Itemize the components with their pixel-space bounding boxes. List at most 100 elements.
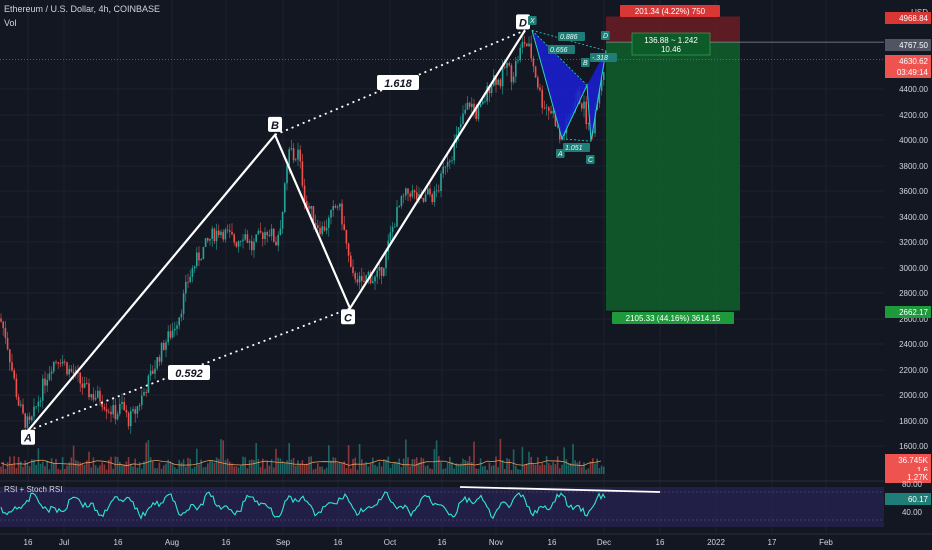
price-axis[interactable]: USD4400.004200.004000.003800.003600.0034… — [884, 0, 932, 534]
badge-countdown-bg — [885, 66, 931, 78]
volume-bar — [449, 456, 451, 474]
time-tick: 16 — [222, 538, 231, 547]
volume-bar — [235, 466, 238, 474]
candle-body — [462, 113, 464, 124]
volume-bar — [446, 463, 449, 474]
badge-rsi: 60.17 — [908, 495, 929, 504]
point-c-label: C — [344, 312, 353, 324]
volume-bar — [543, 465, 546, 474]
candle-body — [389, 232, 392, 241]
volume-bar — [391, 463, 394, 474]
candle-body — [297, 149, 299, 160]
candle-body — [581, 103, 583, 109]
candle-body — [534, 66, 537, 78]
volume-bar — [147, 440, 150, 474]
volume-bar — [385, 459, 387, 474]
volume-bar — [97, 467, 99, 474]
candle-body — [70, 368, 73, 372]
volume-bar — [358, 443, 361, 474]
volume-bar — [273, 467, 275, 474]
time-axis[interactable]: 16 Jul 16 Aug 16 Sep 16 Oct 16 Nov 16 Dec 16 2022 17 Fe… — [0, 533, 932, 547]
candle-body — [394, 226, 396, 228]
candle-body — [178, 317, 180, 326]
volume-bar — [17, 457, 20, 474]
volume-bar — [240, 465, 242, 474]
candle-body — [550, 111, 552, 114]
volume-bar — [299, 464, 301, 474]
volume-bar — [270, 459, 273, 474]
volume-bar — [301, 460, 304, 474]
candle-body — [218, 230, 220, 236]
volume-bar — [182, 459, 185, 474]
candle-body — [46, 379, 48, 386]
candle-body — [253, 241, 255, 251]
candle-body — [251, 241, 253, 251]
volume-bar — [119, 461, 121, 474]
candle-body — [176, 325, 178, 329]
candle-body — [79, 372, 81, 384]
price-tick: 3600.00 — [899, 187, 928, 196]
candle-body — [479, 103, 482, 108]
candle-body — [134, 409, 136, 414]
candle-body — [26, 416, 29, 428]
candle-body — [61, 361, 64, 364]
candle-body — [160, 342, 163, 362]
candle-body — [506, 63, 508, 68]
volume-bar — [180, 462, 183, 474]
volume-bar — [319, 466, 321, 474]
candle-body — [600, 79, 603, 91]
volume-bar — [200, 459, 202, 474]
candle-body — [154, 368, 156, 374]
candle-body — [136, 406, 139, 414]
bat-ratio-1: 0.886 — [560, 34, 578, 41]
take-profit-zone[interactable] — [606, 42, 740, 311]
point-c-label-bg — [341, 309, 355, 325]
candle-body — [191, 268, 194, 277]
candle-body — [167, 331, 169, 343]
candle-body — [0, 318, 2, 322]
candle-body — [200, 259, 202, 261]
volume-bar — [528, 451, 530, 474]
candles — [0, 35, 605, 434]
candle-body — [108, 411, 110, 413]
volume-bar — [570, 463, 572, 474]
candle-body — [42, 378, 44, 401]
volume-bar — [48, 469, 51, 474]
volume-bar — [554, 464, 557, 474]
volume-bar — [471, 461, 473, 474]
volume-bar — [468, 456, 471, 474]
bat-ratio-2: 0.656 — [550, 47, 568, 54]
candle-body — [182, 293, 185, 314]
ratio-bd-label: 1.618 — [384, 78, 412, 90]
candle-body — [356, 279, 359, 283]
volume-bar — [457, 464, 460, 474]
candle-body — [517, 60, 519, 61]
candle-body — [354, 272, 356, 280]
price-tick: 2600.00 — [899, 315, 928, 324]
candle-body — [35, 406, 37, 408]
candle-body — [453, 142, 455, 161]
volume-bar — [257, 458, 260, 474]
bat-bcd-fill — [587, 50, 606, 142]
volume-bar — [440, 462, 442, 474]
volume-bar — [61, 456, 64, 474]
volume-bar — [427, 465, 429, 474]
volume-bar — [42, 461, 44, 474]
candle-body — [471, 103, 473, 107]
time-tick: Oct — [384, 538, 397, 547]
volume-bar — [567, 463, 570, 474]
volume-bar — [31, 459, 33, 474]
volume-bar — [11, 464, 13, 474]
volume-bar — [339, 462, 341, 474]
candle-body — [145, 392, 147, 393]
volume-bar — [519, 469, 521, 474]
volume-bar — [495, 456, 497, 474]
chart-title: Ethereum / U.S. Dollar, 4h, COINBASE — [4, 4, 161, 14]
bat-ac-line — [561, 138, 592, 142]
candle-body — [365, 275, 367, 283]
volume-bar — [6, 462, 9, 474]
bat-point-d-bg — [601, 31, 610, 40]
candle-body — [352, 266, 354, 273]
candle-body — [407, 188, 409, 194]
